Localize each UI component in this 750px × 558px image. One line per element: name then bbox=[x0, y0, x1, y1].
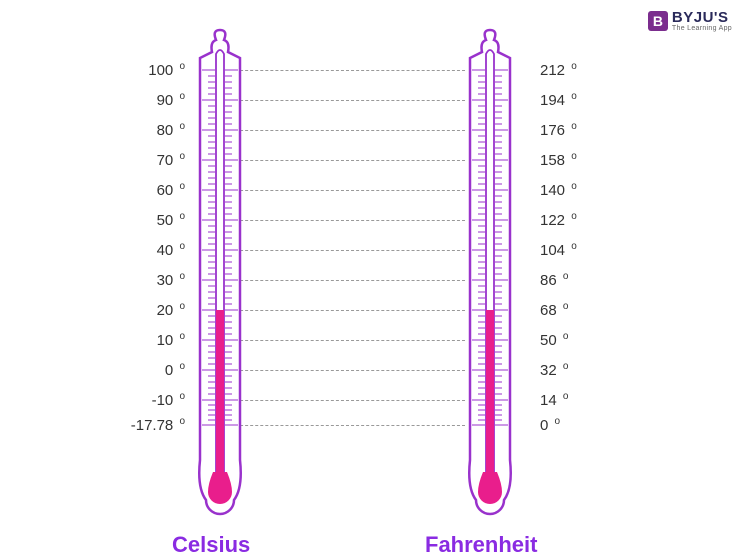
scale-label: 86 o bbox=[540, 271, 568, 289]
scale-label: -17.78 o bbox=[120, 416, 185, 434]
scale-label: 212 o bbox=[540, 61, 577, 79]
scale-label: 70 o bbox=[120, 151, 185, 169]
scale-label: 176 o bbox=[540, 121, 577, 139]
gridline bbox=[230, 220, 465, 221]
scale-label: 194 o bbox=[540, 91, 577, 109]
thermometer-diagram: 100 o 90 o 80 o 70 o 60 o 50 o 40 o 30 o 20 o 10 … bbox=[120, 20, 630, 555]
gridline bbox=[230, 400, 465, 401]
scale-label: 140 o bbox=[540, 181, 577, 199]
scale-label: 100 o bbox=[120, 61, 185, 79]
logo-main-text: BYJU'S bbox=[672, 10, 732, 25]
scale-label: -10 o bbox=[120, 391, 185, 409]
logo-text: BYJU'S The Learning App bbox=[672, 10, 732, 32]
scale-label: 10 o bbox=[120, 331, 185, 349]
scale-label: 50 o bbox=[120, 211, 185, 229]
celsius-name: Celsius bbox=[172, 532, 250, 558]
thermometer-celsius bbox=[190, 20, 250, 535]
scale-label: 60 o bbox=[120, 181, 185, 199]
thermometer-fahrenheit bbox=[460, 20, 520, 535]
scale-label: 68 o bbox=[540, 301, 568, 319]
gridline bbox=[230, 70, 465, 71]
gridline bbox=[230, 160, 465, 161]
scale-label: 90 o bbox=[120, 91, 185, 109]
gridline bbox=[230, 310, 465, 311]
scale-label: 40 o bbox=[120, 241, 185, 259]
logo-sub-text: The Learning App bbox=[672, 25, 732, 32]
scale-label: 104 o bbox=[540, 241, 577, 259]
scale-label: 122 o bbox=[540, 211, 577, 229]
gridline bbox=[230, 340, 465, 341]
scale-label: 14 o bbox=[540, 391, 568, 409]
fahrenheit-name: Fahrenheit bbox=[425, 532, 537, 558]
gridline bbox=[230, 280, 465, 281]
scale-label: 80 o bbox=[120, 121, 185, 139]
scale-label: 0 o bbox=[120, 361, 185, 379]
logo-icon: B bbox=[648, 11, 668, 31]
gridline bbox=[230, 190, 465, 191]
gridline bbox=[230, 250, 465, 251]
scale-label: 32 o bbox=[540, 361, 568, 379]
scale-label: 30 o bbox=[120, 271, 185, 289]
scale-label: 20 o bbox=[120, 301, 185, 319]
scale-label: 158 o bbox=[540, 151, 577, 169]
gridline bbox=[230, 130, 465, 131]
logo: B BYJU'S The Learning App bbox=[648, 10, 732, 32]
gridline bbox=[230, 425, 465, 426]
gridline bbox=[230, 370, 465, 371]
gridline bbox=[230, 100, 465, 101]
scale-label: 50 o bbox=[540, 331, 568, 349]
scale-label: 0 o bbox=[540, 416, 560, 434]
